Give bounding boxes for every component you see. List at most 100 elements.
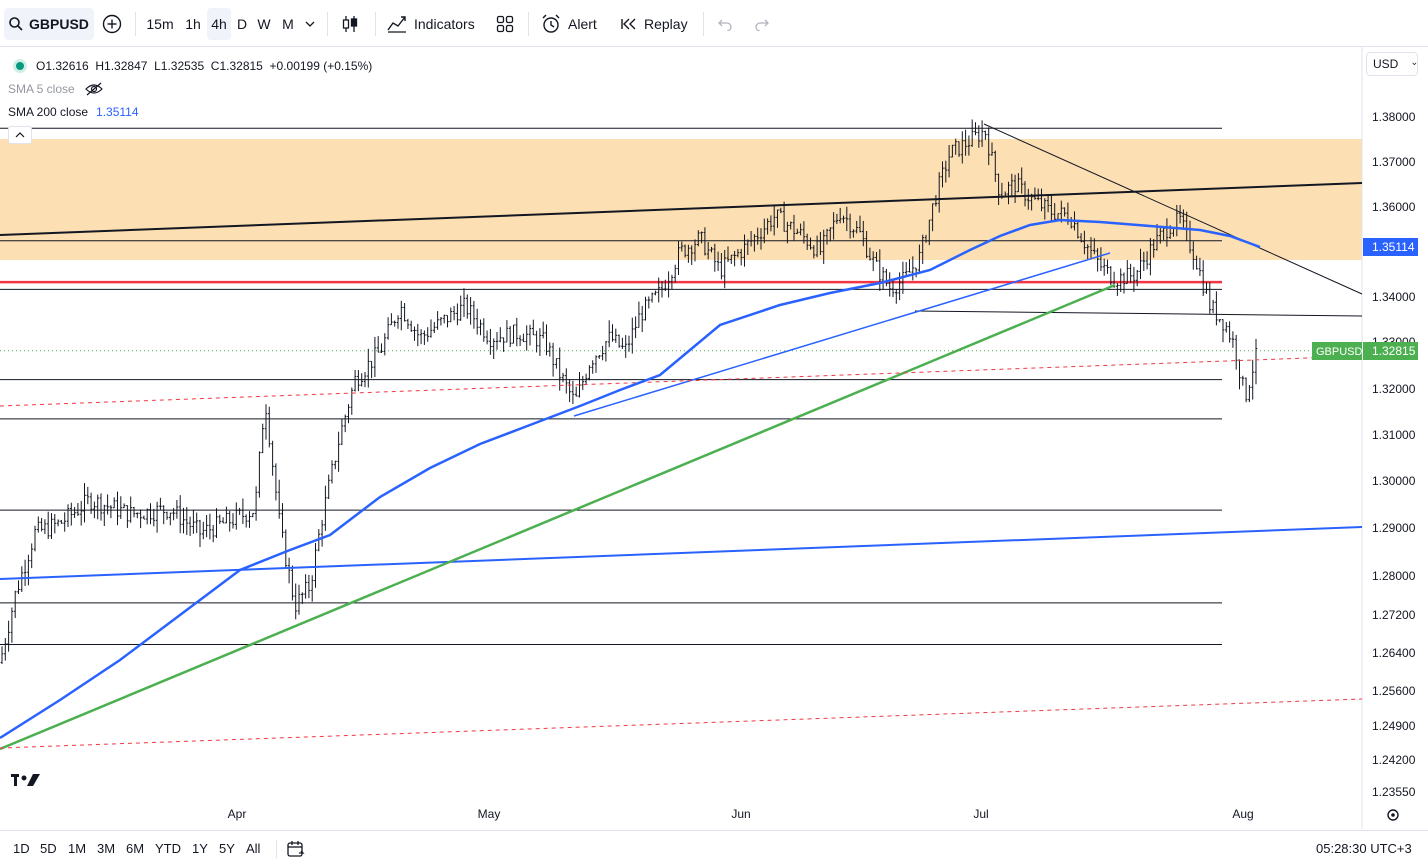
chevron-down-icon	[305, 21, 315, 27]
price-axis-tick: 1.38000	[1372, 110, 1416, 124]
price-chart[interactable]: 1.380001.370001.360001.340001.330001.320…	[0, 47, 1428, 829]
undo-button[interactable]	[714, 8, 736, 40]
price-axis-tick: 1.24200	[1372, 753, 1416, 767]
time-axis-label: Jun	[731, 807, 750, 821]
compare-symbol-button[interactable]	[100, 8, 124, 40]
interval-15m[interactable]: 15m	[146, 16, 174, 32]
price-axis-tick: 1.28000	[1372, 569, 1416, 583]
currency-label: USD	[1373, 57, 1399, 71]
alarm-clock-icon	[542, 14, 560, 33]
bottom-toolbar: 1D 5D 1M 3M 6M YTD 1Y 5Y All 05:28:30 UT…	[0, 830, 1428, 866]
time-axis-label: Jul	[973, 807, 988, 821]
last-price-badge-text: 1.32815	[1372, 344, 1416, 358]
chart-legend: O1.32616 H1.32847 L1.32535 C1.32815 +0.0…	[8, 54, 372, 144]
currency-select[interactable]: USD	[1366, 52, 1418, 76]
top-toolbar: GBPUSD 15m 1h 4h D W M Indicators Alert …	[0, 0, 1428, 47]
price-axis-tick: 1.37000	[1372, 155, 1416, 169]
green-trend-line[interactable]	[0, 283, 1116, 751]
alert-button[interactable]: Alert	[540, 8, 604, 40]
collapse-legend-button[interactable]	[8, 126, 32, 144]
candles-icon	[342, 16, 358, 32]
symbol-label: GBPUSD	[29, 16, 89, 32]
chevron-down-icon	[1412, 62, 1417, 66]
price-axis-tick: 1.27200	[1372, 608, 1416, 622]
status-dot	[16, 61, 24, 70]
templates-button[interactable]	[494, 8, 516, 40]
price-axis-tick: 1.32000	[1372, 382, 1416, 396]
chart-settings-icon[interactable]	[1387, 809, 1399, 821]
sma5-row[interactable]: SMA 5 close	[8, 77, 372, 100]
divider	[327, 12, 328, 36]
undo-icon	[718, 19, 732, 31]
indicators-icon	[387, 16, 406, 33]
symbol-badge	[1312, 342, 1362, 360]
tradingview-logo[interactable]	[11, 774, 40, 786]
red-dashed-channel-upper[interactable]	[0, 355, 1363, 407]
alert-label: Alert	[568, 16, 597, 32]
price-axis-tick: 1.23550	[1372, 785, 1416, 799]
range-3m[interactable]: 3M	[97, 841, 116, 856]
sma5-label: SMA 5 close	[8, 81, 75, 96]
red-dashed-channel-lower[interactable]	[0, 698, 1363, 749]
chevron-up-icon	[15, 132, 25, 138]
neckline[interactable]	[914, 310, 1363, 317]
replay-button[interactable]: Replay	[620, 8, 692, 40]
sma200-label: SMA 200 close	[8, 104, 89, 119]
price-axis-tick: 1.25600	[1372, 684, 1416, 698]
divider	[375, 12, 376, 36]
sma200-line[interactable]	[0, 218, 1261, 740]
sma200-value: 1.35114	[96, 104, 139, 119]
last-price-badge	[1363, 342, 1418, 360]
ohlc-row: O1.32616 H1.32847 L1.32535 C1.32815 +0.0…	[8, 54, 372, 77]
range-1y[interactable]: 1Y	[192, 841, 208, 856]
interval-1h[interactable]: 1h	[185, 16, 201, 32]
sma200-price-badge	[1363, 238, 1418, 256]
time-axis-label: Apr	[228, 807, 247, 821]
interval-w[interactable]: W	[257, 16, 271, 32]
price-axis-tick: 1.26400	[1372, 646, 1416, 660]
redo-button[interactable]	[751, 8, 773, 40]
interval-m[interactable]: M	[282, 16, 294, 32]
chart-type-button[interactable]	[338, 8, 362, 40]
range-all[interactable]: All	[246, 841, 261, 856]
rewind-icon	[621, 18, 636, 30]
divider	[135, 12, 136, 36]
range-6m[interactable]: 6M	[126, 841, 145, 856]
price-axis-tick: 1.29000	[1372, 521, 1416, 535]
divider	[276, 840, 277, 858]
symbol-search-button[interactable]: GBPUSD	[4, 8, 94, 40]
interval-4h[interactable]: 4h	[207, 8, 231, 40]
symbol-badge-text: GBPUSD	[1316, 346, 1363, 358]
search-icon	[9, 17, 23, 31]
descending-trend-line[interactable]	[983, 123, 1363, 295]
interval-dropdown-button[interactable]	[302, 8, 318, 40]
grid-icon	[496, 15, 514, 33]
sma200-row[interactable]: SMA 200 close 1.35114	[8, 100, 372, 123]
rising-support-line[interactable]	[573, 252, 1111, 417]
range-5y[interactable]: 5Y	[219, 841, 235, 856]
time-axis-label: May	[478, 807, 501, 821]
range-5d[interactable]: 5D	[40, 841, 57, 856]
range-1d[interactable]: 1D	[13, 841, 30, 856]
indicators-button[interactable]: Indicators	[386, 8, 478, 40]
price-axis-tick: 1.24900	[1372, 719, 1416, 733]
clock[interactable]: 05:28:30 UTC+3	[1316, 841, 1412, 856]
time-axis-label: Aug	[1232, 807, 1253, 821]
long-blue-trend-line[interactable]	[0, 526, 1363, 580]
range-ytd[interactable]: YTD	[155, 841, 181, 856]
interval-d[interactable]: D	[236, 16, 248, 32]
range-1m[interactable]: 1M	[68, 841, 87, 856]
divider	[703, 12, 704, 36]
eye-crossed-icon[interactable]	[84, 82, 103, 96]
indicators-label: Indicators	[414, 16, 475, 32]
redo-icon	[755, 19, 769, 31]
resistance-zone[interactable]	[0, 139, 1362, 260]
price-axis-tick: 1.34000	[1372, 290, 1416, 304]
replay-label: Replay	[644, 16, 688, 32]
candlestick-series	[0, 119, 1258, 665]
sma200-price-badge-text: 1.35114	[1372, 240, 1415, 254]
divider	[528, 12, 529, 36]
plus-circle-icon	[102, 14, 122, 34]
price-axis-tick: 1.36000	[1372, 200, 1416, 214]
calendar-range-icon[interactable]	[286, 839, 306, 859]
